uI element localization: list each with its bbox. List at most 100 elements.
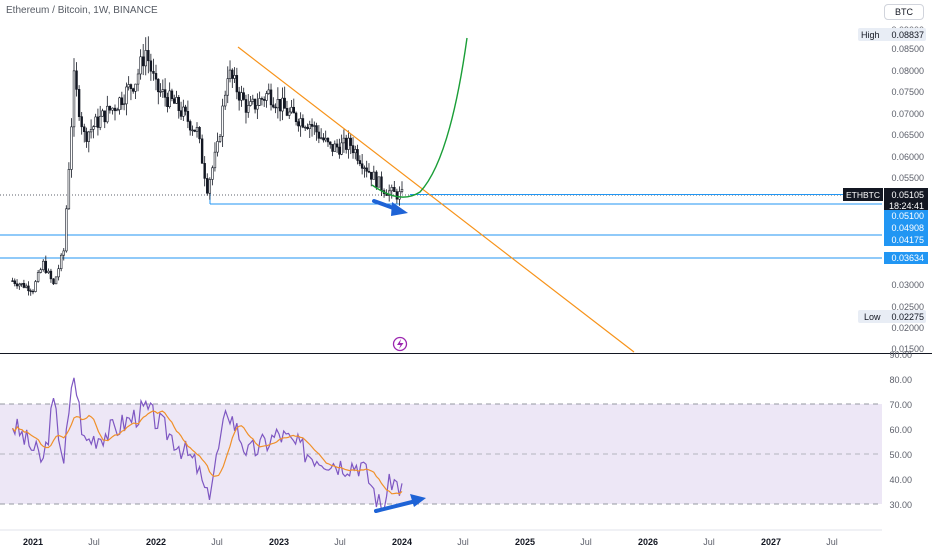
candle bbox=[39, 269, 42, 273]
low-value: 0.02275 bbox=[891, 312, 924, 322]
candle bbox=[258, 98, 261, 106]
candle bbox=[57, 268, 60, 278]
candle bbox=[122, 103, 126, 105]
candle bbox=[380, 176, 383, 191]
candle bbox=[340, 142, 343, 155]
candle bbox=[294, 112, 298, 122]
candle bbox=[269, 89, 273, 106]
price-tick: 0.02000 bbox=[891, 323, 924, 333]
candle bbox=[157, 78, 160, 93]
candle bbox=[310, 124, 314, 127]
candle bbox=[152, 70, 155, 74]
level-label: 0.03634 bbox=[891, 253, 924, 263]
candle bbox=[375, 171, 378, 188]
candle bbox=[94, 116, 97, 128]
candle bbox=[208, 179, 212, 194]
time-axis[interactable]: 2021 Jul 2022 Jul 2023 Jul 2024 Jul 2025… bbox=[23, 537, 838, 547]
candle bbox=[228, 69, 232, 79]
candle bbox=[351, 145, 355, 154]
bar-countdown: 18:24:41 bbox=[889, 201, 924, 211]
candle bbox=[106, 105, 109, 123]
time-label: Jul bbox=[88, 537, 100, 547]
candle bbox=[233, 75, 236, 79]
candle bbox=[354, 149, 357, 154]
candle bbox=[161, 89, 165, 92]
candle bbox=[193, 129, 196, 132]
candle bbox=[319, 137, 323, 139]
time-label: Jul bbox=[826, 537, 838, 547]
price-tick: 0.03000 bbox=[891, 280, 924, 290]
descending-trendline[interactable] bbox=[237, 46, 635, 353]
candle bbox=[324, 137, 327, 141]
rsi-ma-line[interactable] bbox=[12, 410, 403, 495]
price-axis[interactable]: 0.09000 0.08500 0.08000 0.07500 0.07000 … bbox=[843, 25, 928, 354]
candle bbox=[290, 106, 293, 113]
candle bbox=[200, 138, 204, 164]
candle bbox=[265, 93, 268, 101]
candle bbox=[49, 270, 53, 280]
candle bbox=[141, 56, 145, 67]
candle bbox=[335, 143, 339, 148]
candle bbox=[96, 116, 100, 128]
candle bbox=[387, 190, 391, 196]
projection-curve[interactable] bbox=[371, 37, 468, 198]
candle bbox=[356, 149, 359, 161]
candle bbox=[129, 84, 133, 89]
rsi-tick: 80.00 bbox=[889, 375, 912, 385]
price-tick: 0.06000 bbox=[891, 152, 924, 162]
time-label: Jul bbox=[334, 537, 346, 547]
candle bbox=[315, 125, 318, 133]
candle bbox=[329, 141, 332, 145]
candle bbox=[249, 101, 252, 106]
lightning-bolt-icon[interactable] bbox=[392, 336, 408, 352]
low-label: Low bbox=[864, 312, 881, 322]
candle bbox=[15, 283, 19, 287]
candle bbox=[288, 111, 291, 116]
currency-button[interactable]: BTC bbox=[884, 4, 924, 20]
ticker-badge bbox=[843, 188, 883, 201]
candle bbox=[278, 99, 282, 112]
candle bbox=[85, 131, 88, 142]
candle bbox=[299, 118, 302, 127]
low-badge bbox=[858, 310, 926, 323]
high-value: 0.08837 bbox=[891, 30, 924, 40]
candle bbox=[331, 144, 334, 152]
candle bbox=[267, 89, 270, 94]
high-badge bbox=[858, 28, 926, 41]
candle bbox=[226, 78, 229, 96]
candle bbox=[134, 83, 137, 92]
candlestick-series bbox=[11, 36, 404, 296]
candle bbox=[42, 260, 45, 270]
candle bbox=[195, 127, 199, 132]
price-tick: 0.07000 bbox=[891, 109, 924, 119]
price-tick: 0.08000 bbox=[891, 66, 924, 76]
rsi-axis[interactable]: 90.00 80.00 70.00 60.00 50.00 40.00 30.0… bbox=[889, 350, 912, 510]
candle bbox=[170, 90, 174, 100]
candle bbox=[139, 56, 142, 75]
level-label: 0.04175 bbox=[891, 235, 924, 245]
candle bbox=[317, 131, 321, 139]
candle bbox=[87, 131, 91, 142]
rsi-up-arrow[interactable] bbox=[374, 494, 426, 513]
candle bbox=[20, 283, 23, 285]
candle bbox=[103, 110, 106, 123]
candle bbox=[75, 70, 78, 90]
candle bbox=[188, 121, 192, 131]
candle bbox=[247, 105, 250, 113]
price-down-arrow[interactable] bbox=[372, 199, 408, 216]
candle bbox=[235, 75, 239, 93]
candle bbox=[77, 89, 81, 117]
candle bbox=[98, 115, 102, 128]
candle bbox=[398, 191, 401, 200]
candle bbox=[333, 143, 337, 152]
rsi-line[interactable] bbox=[11, 377, 403, 511]
candle bbox=[149, 60, 153, 72]
level-badge bbox=[884, 210, 928, 222]
candle bbox=[179, 110, 183, 117]
candle bbox=[206, 178, 209, 194]
symbol-title[interactable]: Ethereum / Bitcoin, 1W, BINANCE bbox=[6, 5, 158, 16]
time-label: 2025 bbox=[515, 537, 535, 547]
candle bbox=[198, 127, 201, 140]
candle bbox=[83, 126, 86, 133]
